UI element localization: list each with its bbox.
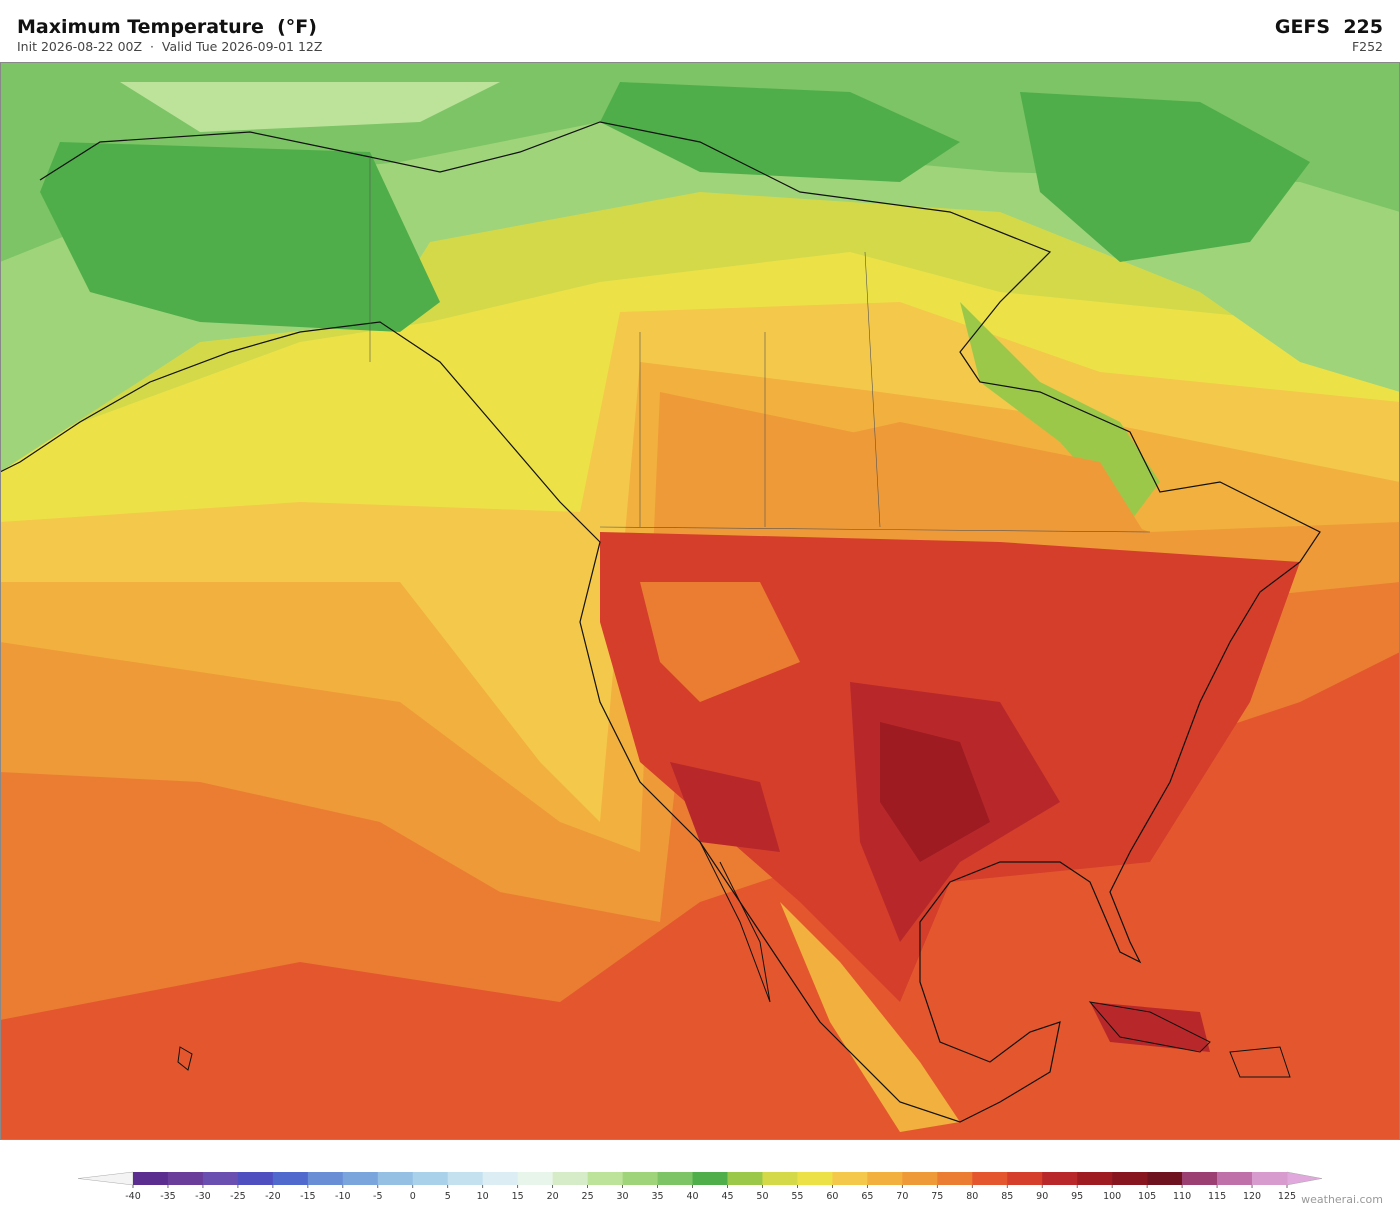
colorbar-segment: [1182, 1172, 1218, 1185]
colorbar-extend-high: [1286, 1171, 1323, 1186]
colorbar-tick-label: -35: [160, 1191, 176, 1202]
colorbar-segment: [307, 1172, 344, 1185]
model-label: GEFS 225: [1274, 16, 1383, 38]
colorbar-tick-label: 80: [966, 1191, 978, 1202]
colorbar-tick-label: -40: [125, 1191, 141, 1202]
colorbar-tick-label: 65: [861, 1191, 873, 1202]
colorbar-tick-label: 15: [512, 1191, 524, 1202]
colorbar-segment: [797, 1172, 833, 1185]
colorbar-segment: [692, 1172, 728, 1185]
colorbar-segment: [727, 1172, 763, 1185]
colorbar-tick-label: 75: [931, 1191, 943, 1202]
forecast-hour: F252: [1351, 39, 1383, 54]
colorbar-segment: [1112, 1172, 1148, 1185]
colorbar-tick-label: -15: [300, 1191, 316, 1202]
colorbar-tick-label: 70: [896, 1191, 908, 1202]
colorbar-segment: [1077, 1172, 1113, 1185]
colorbar-segment: [832, 1172, 868, 1185]
colorbar-tick-label: 5: [445, 1191, 451, 1202]
colorbar-tick-label: 105: [1138, 1191, 1156, 1202]
title: Maximum Temperature (°F): [17, 16, 317, 38]
colorbar-segment: [552, 1172, 588, 1185]
credit: weatherai.com: [1301, 1193, 1383, 1206]
colorbar-segment: [447, 1172, 483, 1185]
colorbar-segment: [972, 1172, 1008, 1185]
colorbar-segment: [1042, 1172, 1078, 1185]
colorbar-tick-label: 20: [547, 1191, 559, 1202]
colorbar-tick-label: 10: [477, 1191, 489, 1202]
colorbar-tick-label: 0: [410, 1191, 416, 1202]
colorbar-segment: [622, 1172, 658, 1185]
colorbar-tick-label: 45: [721, 1191, 733, 1202]
colorbar-segment: [867, 1172, 903, 1185]
colorbar-segment: [482, 1172, 518, 1185]
colorbar-tick-label: 35: [651, 1191, 663, 1202]
colorbar-tick-label: 95: [1071, 1191, 1083, 1202]
colorbar-tick-label: -20: [265, 1191, 281, 1202]
colorbar-segment: [272, 1172, 309, 1185]
colorbar-segment: [133, 1172, 169, 1185]
colorbar-segment: [202, 1172, 239, 1185]
colorbar-segment: [1007, 1172, 1043, 1185]
colorbar-tick-label: 115: [1208, 1191, 1226, 1202]
colorbar-tick-label: 40: [686, 1191, 698, 1202]
colorbar-tick-label: 120: [1243, 1191, 1261, 1202]
colorbar-segment: [937, 1172, 973, 1185]
colorbar-segment: [377, 1172, 414, 1185]
colorbar-tick-label: 90: [1036, 1191, 1048, 1202]
colorbar-tick-label: 100: [1103, 1191, 1121, 1202]
colorbar-tick-label: 30: [617, 1191, 629, 1202]
colorbar-segment: [1217, 1172, 1253, 1185]
colorbar-segment: [1252, 1172, 1288, 1185]
colorbar-tick-label: 125: [1278, 1191, 1296, 1202]
colorbar-segment: [412, 1172, 449, 1185]
colorbar-tick-label: 55: [791, 1191, 803, 1202]
colorbar-tick-label: -25: [230, 1191, 246, 1202]
colorbar-tick-label: -5: [373, 1191, 382, 1202]
map: [0, 62, 1400, 1140]
colorbar-segment: [1147, 1172, 1183, 1185]
colorbar-segment: [587, 1172, 623, 1185]
colorbar-tick-label: -30: [195, 1191, 211, 1202]
colorbar-tick-label: -10: [335, 1191, 351, 1202]
subtitle: Init 2026-08-22 00Z · Valid Tue 2026-09-…: [17, 39, 323, 54]
colorbar-extend-low: [77, 1171, 134, 1186]
colorbar-segment: [237, 1172, 274, 1185]
colorbar-segment: [167, 1172, 204, 1185]
colorbar-segment: [902, 1172, 938, 1185]
colorbar-tick-label: 60: [826, 1191, 838, 1202]
colorbar-tick-label: 25: [582, 1191, 594, 1202]
colorbar-segment: [342, 1172, 379, 1185]
colorbar-segment: [657, 1172, 693, 1185]
colorbar-tick-label: 50: [756, 1191, 768, 1202]
colorbar: -40 -35 -30 -25 -20 -15 -10 -5 0 5 10 15 20 25 30 35 40 4…: [77, 1171, 1323, 1202]
colorbar-tick-label: 85: [1001, 1191, 1013, 1202]
colorbar-tick-label: 110: [1173, 1191, 1191, 1202]
colorbar-segment: [517, 1172, 553, 1185]
colorbar-segment: [762, 1172, 798, 1185]
